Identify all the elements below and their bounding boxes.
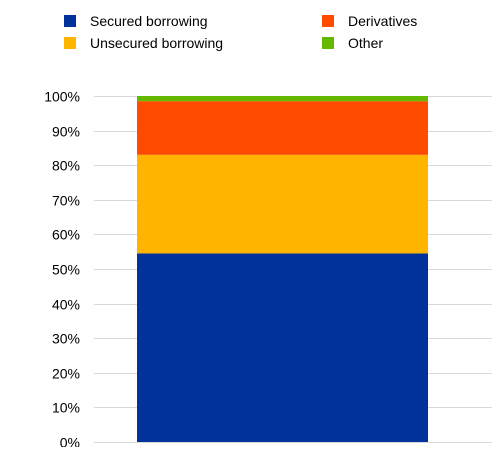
bar-segment-secured-borrowing	[137, 253, 428, 442]
legend-swatch	[322, 37, 334, 49]
legend-swatch	[64, 37, 76, 49]
legend-item: Derivatives	[322, 13, 417, 29]
y-tick-label: 50%	[52, 262, 80, 278]
legend-item: Unsecured borrowing	[64, 35, 223, 51]
legend-label: Unsecured borrowing	[90, 35, 223, 51]
bar-segment-other	[137, 96, 428, 102]
y-tick-label: 30%	[52, 331, 80, 347]
y-axis: 0% 10% 20% 30% 40% 50% 60% 70% 80% 90% 100%	[44, 89, 80, 451]
y-tick-label: 100%	[44, 89, 80, 105]
legend-label: Secured borrowing	[90, 13, 208, 29]
bars	[137, 96, 428, 442]
y-tick-label: 40%	[52, 297, 80, 313]
y-tick-label: 90%	[52, 124, 80, 140]
y-tick-label: 80%	[52, 158, 80, 174]
bar-segment-unsecured-borrowing	[137, 154, 428, 254]
y-tick-label: 10%	[52, 400, 80, 416]
legend-label: Other	[348, 35, 383, 51]
y-tick-label: 20%	[52, 366, 80, 382]
legend-swatch	[64, 15, 76, 27]
y-tick-label: 60%	[52, 227, 80, 243]
legend-swatch	[322, 15, 334, 27]
y-tick-label: 0%	[60, 435, 80, 448]
bar-segment-derivatives	[137, 101, 428, 155]
legend-item: Other	[322, 35, 383, 51]
legend: Secured borrowing Unsecured borrowing Deri…	[64, 13, 417, 51]
legend-item: Secured borrowing	[64, 13, 208, 29]
y-tick-label: 70%	[52, 193, 80, 209]
legend-label: Derivatives	[348, 13, 417, 29]
